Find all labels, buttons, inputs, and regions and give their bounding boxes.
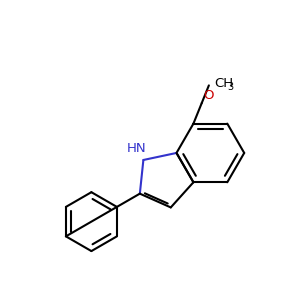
Text: 3: 3 — [227, 82, 233, 92]
Text: O: O — [203, 89, 214, 102]
Text: HN: HN — [127, 142, 147, 155]
Text: CH: CH — [214, 77, 233, 90]
